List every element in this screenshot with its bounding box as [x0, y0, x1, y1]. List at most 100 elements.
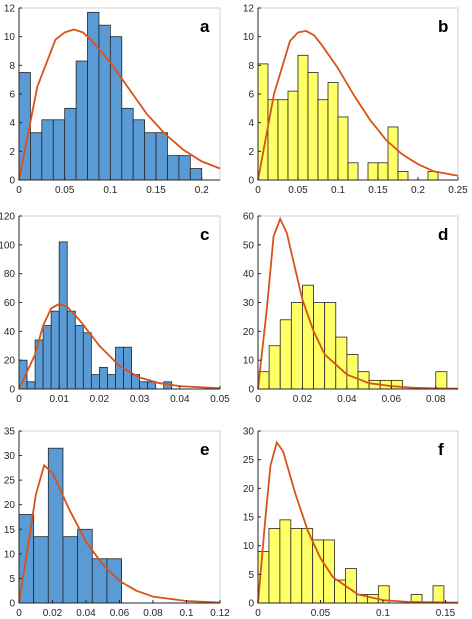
y-tick-label: 80 [4, 269, 16, 280]
x-tick-label: 0.05 [55, 185, 75, 196]
y-tick-label: 12 [243, 4, 255, 15]
histogram-bar [367, 162, 379, 181]
x-tick-label: 0.05 [311, 608, 331, 619]
x-tick-label: 0 [16, 185, 22, 196]
y-tick-label: 20 [243, 484, 255, 495]
y-tick-label: 4 [248, 118, 254, 129]
histogram-bar [26, 381, 36, 390]
y-tick-label: 4 [9, 118, 15, 129]
panel-b: 0 0.05 0.1 0.15 0.2 0.25 0 2 4 6 8 10 12 b [243, 4, 468, 197]
x-tick-label: 0.02 [293, 394, 313, 405]
histogram-bar [313, 302, 326, 390]
histogram-bar [334, 579, 346, 604]
panel-label-a: a [200, 17, 210, 36]
histogram-bar [74, 325, 84, 390]
histogram-bar [324, 302, 337, 390]
x-tick-label: 0 [16, 394, 22, 405]
fitted-curve [257, 216, 459, 390]
histogram-bar [257, 63, 269, 181]
x-tick-label: 0.05 [288, 185, 308, 196]
x-tick-label: 0.15 [436, 608, 456, 619]
histogram-bar [109, 36, 123, 181]
panel-label-f: f [438, 440, 444, 459]
y-tick-label: 20 [243, 327, 255, 338]
histogram-bar [66, 310, 76, 390]
y-tick-label: 40 [4, 327, 16, 338]
histogram-bar [62, 536, 79, 604]
histogram-bar [52, 119, 66, 181]
y-tick-label: 0 [248, 176, 254, 187]
y-tick-label: 10 [4, 32, 16, 43]
y-tick-label: 20 [4, 356, 16, 367]
fitted-curve [18, 463, 221, 604]
y-tick-label: 10 [243, 541, 255, 552]
histogram-bar [347, 162, 359, 181]
histogram-bar [267, 99, 279, 181]
histogram-bar [432, 585, 445, 604]
x-tick-label: 0.03 [130, 394, 150, 405]
x-tick-label: 0.02 [43, 608, 63, 619]
x-tick-label: 0.01 [49, 394, 69, 405]
y-tick-label: 0 [248, 599, 254, 610]
x-tick-label: 0.04 [76, 608, 96, 619]
histogram-bar [98, 24, 111, 181]
y-tick-label: 0 [9, 385, 15, 396]
y-tick-label: 2 [9, 147, 15, 158]
histogram-bar [279, 519, 292, 604]
histogram-bar [312, 539, 325, 604]
x-tick-label: 0.1 [180, 608, 194, 619]
histogram-bar [50, 310, 60, 390]
x-tick-label: 0.06 [382, 394, 402, 405]
histogram-bar [327, 82, 339, 181]
fitted-curve [18, 28, 221, 181]
y-tick-label: 25 [243, 455, 255, 466]
y-tick-label: 0 [9, 599, 15, 610]
y-tick-label: 5 [9, 574, 15, 585]
x-tick-label: 0.1 [376, 608, 390, 619]
panel-f: 0 0.05 0.1 0.15 0 5 10 15 20 25 30 f [243, 427, 459, 619]
histogram-bar [75, 60, 88, 181]
fitted-curve [257, 29, 459, 181]
histogram-bar [139, 381, 149, 390]
x-tick-label: 0.08 [426, 394, 446, 405]
histogram-bar [307, 72, 319, 181]
y-tick-label: 60 [243, 212, 255, 223]
x-tick-label: 0 [255, 608, 261, 619]
x-tick-label: 0.2 [411, 185, 425, 196]
histogram-bar [337, 116, 349, 181]
histogram-bar [287, 90, 299, 181]
histogram-bar [90, 374, 100, 390]
x-tick-label: 0.1 [331, 185, 345, 196]
y-tick-label: 2 [248, 147, 254, 158]
histogram-bar [33, 536, 49, 604]
panel-label-d: d [438, 225, 448, 244]
y-tick-label: 12 [4, 4, 16, 15]
y-tick-label: 6 [248, 90, 254, 101]
histogram-bar [377, 162, 389, 181]
x-tick-label: 0.02 [90, 394, 110, 405]
panel-d: 0 0.02 0.04 0.06 0.08 0 10 20 30 40 50 60 d [243, 212, 459, 405]
histogram-bar [387, 126, 399, 181]
histogram-bar [82, 332, 92, 390]
histogram-bar [397, 170, 409, 181]
y-tick-label: 20 [4, 500, 16, 511]
x-tick-label: 0.2 [195, 185, 209, 196]
y-tick-label: 40 [243, 269, 255, 280]
y-tick-label: 15 [4, 525, 16, 536]
histogram-bar [317, 99, 329, 181]
histogram-bar [189, 168, 203, 181]
histogram-bar [435, 371, 448, 390]
histogram-bar [302, 284, 314, 390]
y-tick-label: 0 [9, 176, 15, 187]
histogram-bar [268, 345, 281, 390]
histogram-bar [290, 302, 303, 390]
x-tick-label: 0.06 [110, 608, 130, 619]
histogram-bar [147, 381, 157, 390]
x-tick-label: 0.1 [103, 185, 117, 196]
y-tick-label: 30 [243, 427, 255, 438]
x-tick-label: 0.04 [337, 394, 357, 405]
histogram-bar [64, 107, 77, 181]
panel-a: 0 0.05 0.1 0.15 0.2 0 2 4 6 8 10 12 a [4, 4, 221, 196]
y-tick-label: 5 [248, 570, 254, 581]
y-tick-label: 120 [0, 212, 15, 223]
